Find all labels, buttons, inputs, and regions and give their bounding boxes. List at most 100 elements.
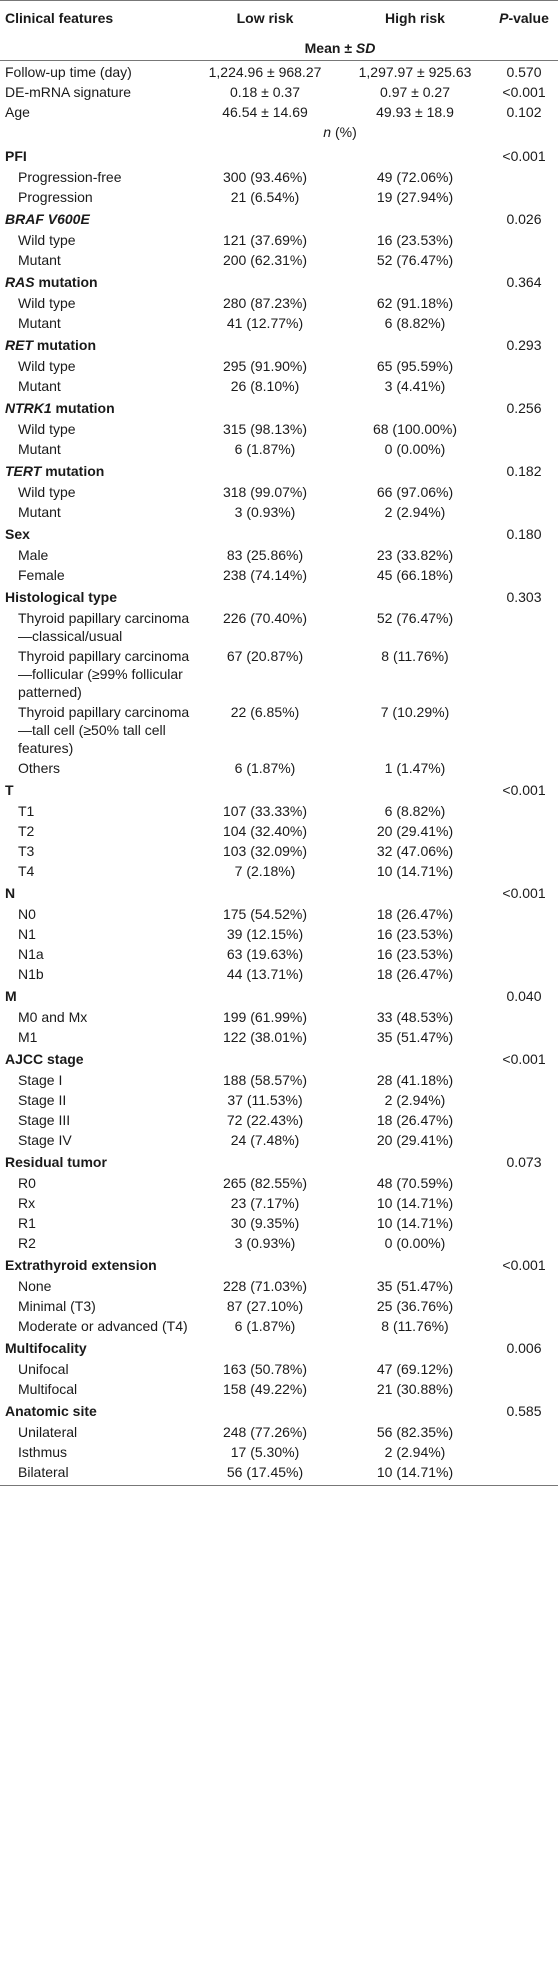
row-p-empty: [490, 1006, 558, 1008]
row-p-empty: [490, 1192, 558, 1194]
table-row: Rx 23 (7.17%) 10 (14.71%): [0, 1192, 558, 1212]
row-low-risk: 6 (1.87%): [234, 1318, 296, 1334]
row-label: Stage I: [18, 1072, 63, 1088]
row-high-risk: 25 (36.76%): [376, 1298, 454, 1314]
table-row: R1 30 (9.35%) 10 (14.71%): [0, 1212, 558, 1232]
category-title-rest: mutation: [51, 400, 115, 416]
row-low-risk: 41 (12.77%): [226, 315, 304, 331]
row-label: R2: [18, 1235, 36, 1251]
category-title-italic: NTRK1: [5, 400, 52, 416]
category-title-rest: mutation: [41, 463, 105, 479]
category-row: AJCC stage <0.001: [0, 1046, 558, 1069]
table-row: N1 39 (12.15%) 16 (23.53%): [0, 923, 558, 943]
row-high-risk: 49.93 ± 18.9: [376, 104, 454, 120]
category-p-value: 0.293: [506, 337, 542, 353]
row-label: Thyroid papillary carcinoma—classical/us…: [18, 610, 190, 644]
mean-sd-prefix: Mean ±: [304, 39, 356, 56]
row-high-risk: 65 (95.59%): [376, 358, 454, 374]
row-high-risk: 10 (14.71%): [376, 1215, 454, 1231]
row-high-risk: 16 (23.53%): [376, 232, 454, 248]
row-p-empty: [490, 1295, 558, 1297]
row-p-empty: [490, 1109, 558, 1111]
row-high-risk: 19 (27.94%): [376, 189, 454, 205]
row-p-empty: [490, 820, 558, 822]
n-italic: n: [323, 124, 332, 140]
category-p-value: 0.364: [506, 274, 542, 290]
table-row: Stage II 37 (11.53%) 2 (2.94%): [0, 1089, 558, 1109]
row-low-risk: 37 (11.53%): [227, 1092, 303, 1108]
row-high-risk: 10 (14.71%): [376, 1195, 454, 1211]
n-rest: (%): [331, 124, 357, 140]
row-p-empty: [490, 292, 558, 294]
row-low-risk: 67 (20.87%): [226, 648, 304, 664]
category-row: Residual tumor 0.073: [0, 1149, 558, 1172]
category-low-empty: [190, 586, 340, 588]
n-spacer: [0, 121, 190, 123]
category-row: Extrathyroid extension <0.001: [0, 1252, 558, 1275]
row-p-empty: [490, 1441, 558, 1443]
category-high-empty: [340, 208, 490, 210]
header-p-value: P-value: [490, 10, 558, 26]
mean-sd-row: Mean ± SD: [0, 35, 558, 61]
category-title: NTRK1 mutation: [0, 397, 190, 417]
row-label: R1: [18, 1215, 36, 1231]
row-low-risk: 295 (91.90%): [222, 358, 308, 374]
category-title: RET mutation: [0, 334, 190, 354]
row-p-empty: [490, 438, 558, 440]
row-p-empty: [490, 166, 558, 168]
category-high-empty: [340, 1048, 490, 1050]
row-low-risk: 163 (50.78%): [222, 1361, 308, 1377]
row-label: N0: [18, 906, 36, 922]
category-high-empty: [340, 779, 490, 781]
category-title-italic: RAS: [5, 274, 35, 290]
row-low-risk: 6 (1.87%): [234, 441, 296, 457]
row-high-risk: 0.97 ± 0.27: [380, 84, 450, 100]
row-p-empty: [490, 757, 558, 759]
row-low-risk: 17 (5.30%): [230, 1444, 300, 1460]
category-p-value: 0.040: [506, 988, 542, 1004]
table-row: Bilateral 56 (17.45%) 10 (14.71%): [0, 1461, 558, 1481]
n-percent-row: n (%): [0, 121, 558, 143]
row-high-risk: 68 (100.00%): [372, 421, 458, 437]
category-row: TERT mutation 0.182: [0, 458, 558, 481]
category-row: BRAF V600E 0.026: [0, 206, 558, 229]
row-low-risk: 0.18 ± 0.37: [230, 84, 300, 100]
row-p-empty: [490, 564, 558, 566]
row-low-risk: 315 (98.13%): [222, 421, 308, 437]
row-label: N1b: [18, 966, 44, 982]
table-row: Female 238 (74.14%) 45 (66.18%): [0, 564, 558, 584]
row-p-empty: [490, 1212, 558, 1214]
header-high-risk: High risk: [385, 10, 445, 26]
category-low-empty: [190, 523, 340, 525]
row-low-risk: 26 (8.10%): [230, 378, 300, 394]
row-high-risk: 7 (10.29%): [380, 704, 450, 720]
row-label: Mutant: [18, 378, 61, 394]
row-high-risk: 47 (69.12%): [376, 1361, 454, 1377]
table-row: Others 6 (1.87%) 1 (1.47%): [0, 757, 558, 777]
row-label: Follow-up time (day): [5, 64, 132, 80]
category-row: T <0.001: [0, 777, 558, 800]
table-row: Mutant 41 (12.77%) 6 (8.82%): [0, 312, 558, 332]
category-title-italic: RET: [5, 337, 33, 353]
table-row: Mutant 200 (62.31%) 52 (76.47%): [0, 249, 558, 269]
row-high-risk: 2 (2.94%): [384, 1092, 446, 1108]
row-low-risk: 318 (99.07%): [222, 484, 308, 500]
row-p-empty: [490, 963, 558, 965]
category-row: N <0.001: [0, 880, 558, 903]
row-label: Unifocal: [18, 1361, 69, 1377]
row-label: Isthmus: [18, 1444, 68, 1460]
category-low-empty: [190, 460, 340, 462]
category-row: Multifocality 0.006: [0, 1335, 558, 1358]
row-high-risk: 48 (70.59%): [376, 1175, 454, 1191]
category-title: Multifocality: [5, 1340, 87, 1356]
table-row: None 228 (71.03%) 35 (51.47%): [0, 1275, 558, 1295]
mean-sd-label: Mean ± SD: [190, 40, 490, 56]
row-p-empty: [490, 186, 558, 188]
category-high-empty: [340, 1400, 490, 1402]
category-high-empty: [340, 1151, 490, 1153]
category-low-empty: [190, 145, 340, 147]
row-low-risk: 200 (62.31%): [222, 252, 308, 268]
category-high-empty: [340, 882, 490, 884]
row-high-risk: 2 (2.94%): [384, 504, 446, 520]
category-high-empty: [340, 1337, 490, 1339]
